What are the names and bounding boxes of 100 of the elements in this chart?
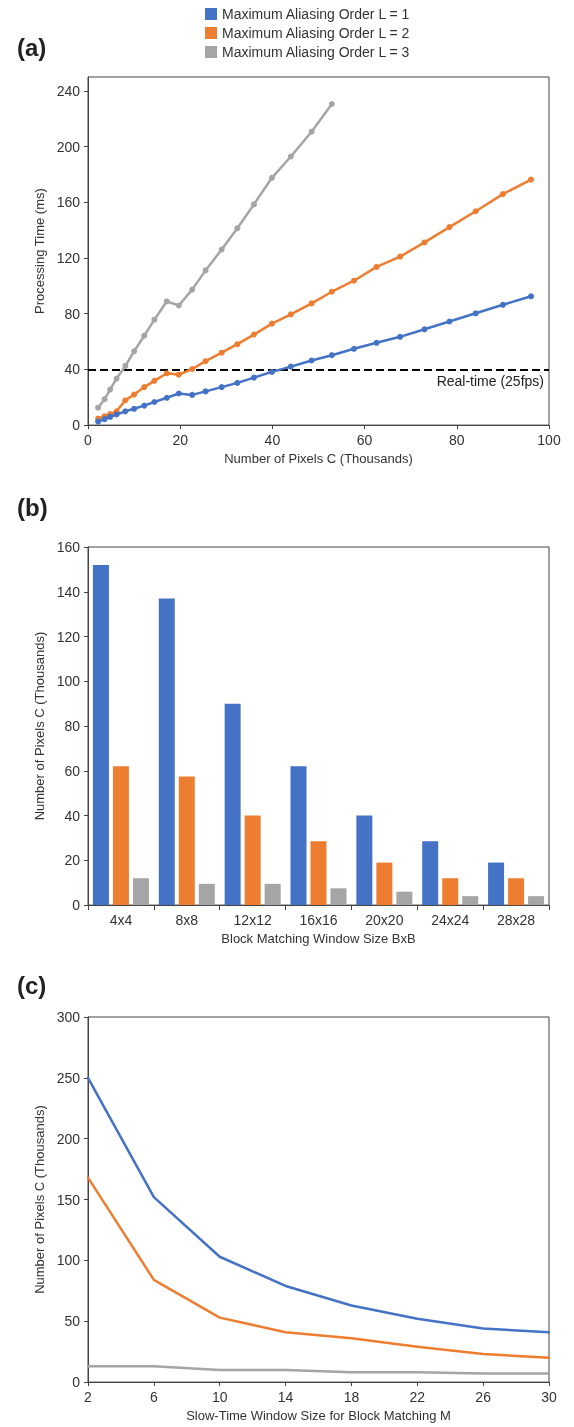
point	[446, 224, 453, 231]
point	[421, 326, 428, 333]
y-tick-label: 100	[56, 673, 81, 690]
point	[202, 358, 209, 365]
y-tick-label: 120	[56, 628, 81, 645]
y-tick-label: 50	[64, 1313, 81, 1330]
x-tick-label: 18	[343, 1389, 360, 1406]
x-tick-label: 24x24	[431, 912, 470, 929]
point	[113, 375, 120, 382]
y-tick-label: 20	[64, 852, 81, 869]
point	[328, 101, 335, 108]
point	[202, 267, 209, 274]
y-tick-label: 0	[72, 1374, 81, 1391]
point	[373, 263, 380, 270]
point	[397, 253, 404, 260]
y-tick-label: 80	[64, 305, 81, 322]
y-tick-label: 0	[72, 417, 81, 434]
point	[328, 288, 335, 295]
point	[122, 408, 129, 415]
point	[446, 318, 453, 325]
point	[351, 345, 357, 352]
point	[131, 405, 138, 412]
y-tick-label: 140	[56, 583, 81, 600]
x-tick-label: 80	[449, 432, 465, 449]
x-tick-label: 30	[541, 1389, 557, 1406]
y-tick-label: 200	[56, 1130, 81, 1147]
point	[175, 390, 182, 397]
legend-label: Maximum Aliasing Order L = 3	[222, 44, 410, 60]
point	[268, 320, 275, 327]
point	[189, 365, 196, 372]
point	[234, 379, 241, 386]
y-tick-label: 80	[64, 718, 81, 735]
point	[499, 301, 506, 308]
point	[268, 174, 275, 181]
point	[218, 384, 225, 391]
x-tick-label: 60	[356, 432, 373, 449]
point	[189, 391, 196, 398]
bar	[310, 841, 327, 906]
point	[287, 363, 294, 370]
point	[163, 370, 170, 377]
bar	[290, 766, 307, 906]
point	[218, 349, 225, 356]
x-tick-label: 0	[84, 432, 93, 449]
x-tick-label: 4x4	[109, 912, 133, 929]
chart-title: (c)	[17, 971, 47, 999]
point	[528, 293, 535, 300]
point	[141, 384, 148, 391]
point	[397, 333, 404, 340]
x-axis-title: Block Matching Window Size BxB	[221, 931, 416, 946]
x-tick-label: 100	[537, 432, 561, 449]
y-tick-label: 300	[56, 1009, 81, 1025]
bar	[442, 878, 459, 906]
point	[250, 331, 257, 338]
point	[472, 310, 479, 317]
bar	[508, 878, 525, 906]
line-series	[86, 1176, 551, 1360]
y-tick-label: 40	[64, 361, 81, 378]
point	[250, 374, 257, 381]
point	[373, 339, 380, 346]
y-tick-label: 40	[64, 807, 81, 824]
point	[421, 239, 428, 246]
x-tick-label: 6	[149, 1389, 158, 1406]
point	[141, 332, 148, 339]
point	[163, 394, 170, 401]
y-tick-label: 200	[56, 138, 81, 155]
point	[499, 191, 506, 198]
x-tick-label: 26	[475, 1389, 492, 1406]
bar	[198, 883, 215, 906]
point	[268, 368, 275, 375]
point	[234, 225, 241, 232]
bar	[224, 703, 241, 906]
bar	[112, 766, 129, 906]
point	[287, 153, 294, 160]
point	[122, 397, 129, 404]
legend-label: Maximum Aliasing Order L = 1	[222, 6, 410, 22]
y-axis-title: Number of Pixels C (Thousands)	[31, 1105, 47, 1294]
x-tick-label: 22	[409, 1389, 426, 1406]
y-tick-label: 250	[56, 1069, 81, 1086]
point	[101, 396, 108, 403]
point	[107, 386, 114, 393]
x-axis-title: Number of Pixels C (Thousands)	[224, 451, 413, 466]
line-series	[86, 1365, 551, 1375]
y-axis-title: Number of Pixels C (Thousands)	[31, 631, 47, 821]
y-tick-label: 0	[72, 897, 81, 914]
y-axis-title: Processing Time (ms)	[31, 188, 47, 314]
chart-title: (a)	[17, 33, 47, 61]
bar	[396, 891, 413, 906]
point	[528, 176, 535, 183]
point	[175, 371, 182, 378]
bar	[528, 896, 545, 906]
point	[175, 302, 182, 309]
y-tick-label: 150	[56, 1191, 81, 1208]
y-tick-label: 160	[56, 539, 81, 555]
point	[308, 300, 315, 307]
legend-label: Maximum Aliasing Order L = 2	[222, 25, 410, 41]
y-tick-label: 120	[56, 250, 81, 267]
x-tick-label: 12x12	[233, 912, 272, 929]
point	[151, 398, 158, 405]
x-tick-label: 10	[211, 1389, 228, 1406]
y-tick-label: 240	[56, 82, 81, 99]
